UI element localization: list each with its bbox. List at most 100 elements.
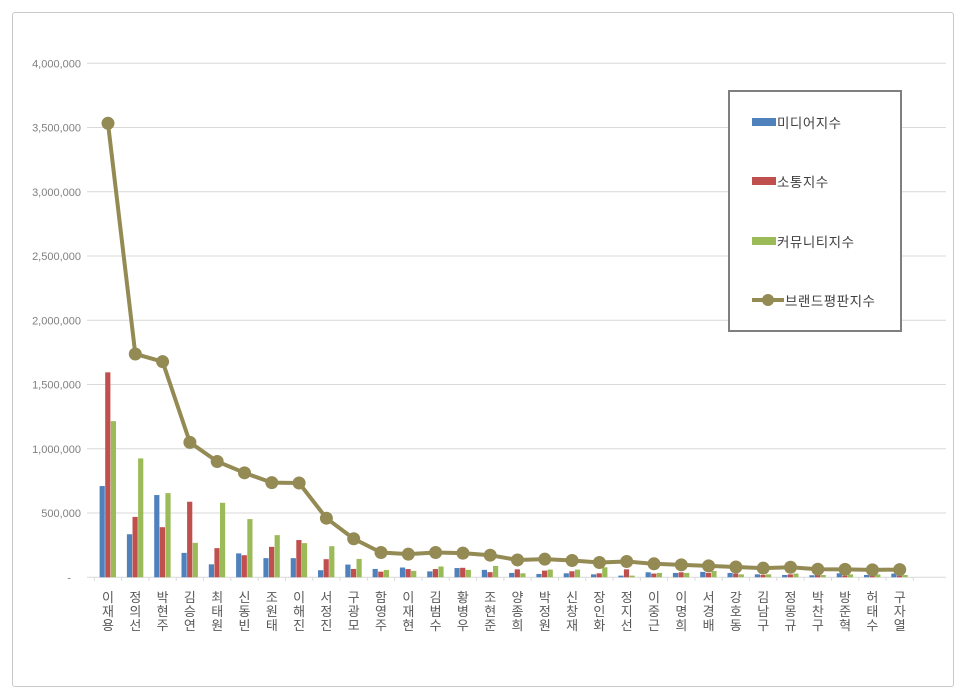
- bar-s1-c15: [514, 569, 520, 578]
- legend: 미디어지수 소통지수 커뮤니티지수 브랜드평판지수: [728, 90, 902, 332]
- bar-s2-c7: [301, 543, 308, 578]
- bar-s2-c10: [383, 569, 389, 578]
- bar-s0-c17: [563, 573, 569, 578]
- category-label: 희: [512, 618, 524, 633]
- bar-s2-c29: [902, 574, 908, 578]
- line-marker-c2: [156, 355, 170, 369]
- category-label: 태: [266, 618, 278, 633]
- line-marker-c25: [784, 560, 797, 574]
- bar-s2-c11: [411, 570, 417, 578]
- bar-s2-c0: [110, 421, 116, 578]
- legend-label: 소통지수: [777, 175, 829, 191]
- legend-item-brand-reputation-index: 브랜드평판지수: [730, 290, 900, 310]
- category-label: 진: [320, 618, 332, 633]
- bar-s2-c17: [574, 569, 581, 578]
- line-marker-c5: [238, 466, 251, 480]
- bar-s2-c27: [847, 574, 854, 578]
- bar-s0-c28: [864, 574, 870, 578]
- legend-label: 미디어지수: [777, 115, 842, 131]
- line-marker-c17: [565, 553, 579, 567]
- line-marker-c27: [838, 562, 852, 576]
- line-marker-c20: [647, 557, 661, 571]
- category-label: 규: [785, 618, 797, 633]
- category-label: 신: [239, 590, 251, 605]
- category-label: 인: [593, 604, 605, 619]
- category-label: 정: [785, 590, 797, 605]
- bar-s2-c28: [875, 574, 881, 578]
- bar-s2-c21: [684, 572, 690, 578]
- category-label: 정: [320, 604, 332, 619]
- category-label: 화: [593, 618, 605, 633]
- bar-s0-c13: [454, 568, 460, 578]
- category-label: 용: [102, 618, 114, 633]
- category-label: 허: [866, 590, 878, 605]
- category-label: 수: [866, 618, 878, 633]
- category-label: 주: [375, 618, 387, 633]
- category-label: 이: [648, 590, 660, 605]
- bar-s1-c20: [651, 573, 657, 578]
- legend-item-communication-index: 소통지수: [730, 171, 900, 191]
- bar-s2-c13: [465, 569, 471, 578]
- category-label: 황: [457, 590, 469, 605]
- bar-s2-c1: [138, 458, 144, 578]
- bar-s0-c21: [672, 572, 679, 578]
- y-tick-label: 1,500,000: [32, 380, 81, 392]
- bar-s0-c20: [645, 572, 651, 578]
- category-label: 준: [839, 604, 851, 619]
- category-label: 박: [539, 590, 551, 605]
- category-label: 현: [402, 618, 414, 633]
- media-index-swatch-icon: [752, 117, 776, 126]
- category-label: 몽: [785, 604, 797, 619]
- bar-s2-c26: [820, 574, 826, 578]
- category-label: 원: [539, 618, 551, 633]
- bar-s1-c17: [569, 571, 575, 578]
- category-label: 서: [703, 590, 715, 605]
- category-label: 방: [839, 590, 851, 605]
- bar-s0-c1: [126, 534, 133, 578]
- category-label: 이: [402, 590, 414, 605]
- bar-s0-c7: [290, 558, 296, 578]
- bar-s1-c21: [678, 572, 684, 578]
- bar-s0-c11: [399, 567, 406, 578]
- bar-s0-c0: [99, 486, 105, 578]
- category-label: 재: [402, 604, 414, 619]
- line-marker-c11: [401, 547, 415, 561]
- category-label: 구: [348, 590, 360, 605]
- category-label: 혁: [839, 618, 851, 633]
- category-label: 준: [484, 618, 496, 633]
- bar-s2-c4: [220, 502, 226, 578]
- bar-s0-c18: [591, 574, 597, 578]
- bar-s2-c6: [274, 535, 280, 578]
- bar-s2-c23: [738, 574, 744, 578]
- bar-s1-c27: [842, 575, 848, 578]
- category-label: 찬: [812, 604, 824, 619]
- brand-reputation-line-swatch-icon: [752, 293, 784, 307]
- category-label: 빈: [239, 618, 251, 633]
- line-marker-c22: [702, 559, 716, 573]
- bar-s1-c16: [542, 570, 548, 578]
- line-marker-c29: [893, 563, 907, 577]
- category-label: 원: [266, 604, 278, 619]
- line-marker-c15: [511, 553, 524, 567]
- bar-s1-c12: [432, 569, 438, 578]
- category-label: 연: [184, 618, 196, 633]
- category-label: 원: [211, 618, 223, 633]
- bar-s2-c25: [793, 573, 799, 578]
- bar-s0-c12: [427, 571, 433, 578]
- line-marker-c12: [429, 545, 443, 559]
- category-label: 지: [621, 604, 633, 619]
- category-label: 박: [812, 590, 824, 605]
- bar-s0-c10: [372, 568, 378, 578]
- category-label: 김: [430, 590, 442, 605]
- bar-s1-c18: [596, 573, 602, 578]
- bar-s1-c1: [132, 516, 138, 578]
- bar-s2-c22: [711, 571, 717, 578]
- bar-s1-c7: [296, 540, 302, 578]
- bar-s1-c23: [733, 573, 739, 578]
- category-label: 신: [566, 590, 578, 605]
- bar-s1-c6: [269, 546, 275, 578]
- category-label: 박: [157, 590, 169, 605]
- category-label: 명: [675, 604, 687, 619]
- line-marker-c24: [756, 561, 770, 575]
- bar-s0-c29: [891, 573, 897, 578]
